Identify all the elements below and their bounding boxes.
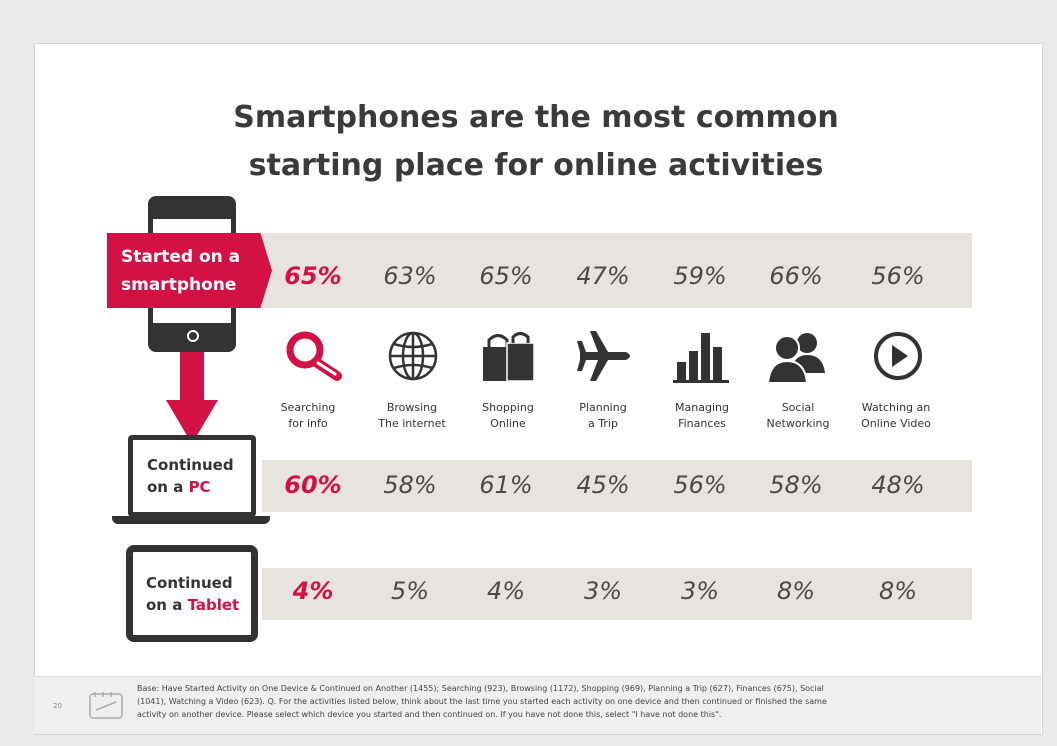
pc-pct-trip: 45% — [576, 471, 630, 499]
smartphone-label-line-2: smartphone — [121, 275, 237, 295]
footnote-line-2: (1041), Watching a Video (623). Q. For t… — [137, 697, 827, 706]
footnote: Base: Have Started Activity on One Devic… — [137, 682, 1027, 721]
tablet-row-band — [262, 568, 972, 620]
activity-label-line-2: a Trip — [588, 417, 618, 430]
notepad-icon — [89, 692, 123, 719]
title-line-2: starting place for online activities — [248, 148, 824, 183]
continued-on-pc-label: Continued on a PC — [147, 454, 234, 498]
smartphone-pct-trip: 47% — [576, 262, 630, 290]
smartphone-pct-video: 56% — [871, 262, 925, 290]
pc-pct-social: 58% — [769, 471, 823, 499]
people-icon — [767, 333, 825, 383]
activity-label-line-1: Searching — [280, 401, 336, 414]
laptop-icon — [128, 435, 256, 517]
tablet-pct-trip: 3% — [583, 577, 623, 605]
activity-label-line-1: Planning — [579, 401, 627, 414]
activity-label-line-1: Managing — [675, 401, 729, 414]
smartphone-pct-browsing: 63% — [383, 262, 437, 290]
footer-bar — [34, 676, 1041, 734]
pc-pct-finances: 56% — [673, 471, 727, 499]
title-line-1: Smartphones are the most common — [233, 100, 839, 135]
pc-label-accent: PC — [188, 478, 211, 496]
pc-pct-video: 48% — [871, 471, 925, 499]
slide-title: Smartphones are the most common starting… — [0, 94, 1057, 190]
continued-on-tablet-label: Continued on a Tablet — [146, 572, 239, 616]
smartphone-pct-searching: 65% — [284, 262, 342, 290]
pc-pct-shopping: 61% — [479, 471, 533, 499]
page-number: 20 — [53, 702, 62, 710]
activity-label-video: Watching an Online Video — [846, 400, 946, 432]
activity-label-line-2: for info — [288, 417, 328, 430]
activity-label-shopping: Shopping Online — [458, 400, 558, 432]
activity-label-social: Social Networking — [748, 400, 848, 432]
tablet-icon — [126, 545, 258, 642]
activity-label-line-1: Watching an — [861, 401, 931, 414]
activity-label-trip: Planning a Trip — [553, 400, 653, 432]
bar-chart-icon — [673, 333, 729, 383]
started-on-smartphone-label: Started on a smartphone — [107, 233, 272, 308]
tablet-pct-video: 8% — [878, 577, 918, 605]
pc-label-line-1: Continued — [147, 456, 234, 474]
smartphone-pct-finances: 59% — [673, 262, 727, 290]
tablet-pct-shopping: 4% — [486, 577, 526, 605]
tablet-label-prefix: on a — [146, 596, 188, 614]
pc-pct-browsing: 58% — [383, 471, 437, 499]
tablet-label-accent: Tablet — [187, 596, 240, 614]
activity-label-line-1: Shopping — [482, 401, 534, 414]
activity-label-browsing: Browsing The internet — [362, 400, 462, 432]
globe-icon — [388, 331, 438, 381]
footnote-line-1: Base: Have Started Activity on One Devic… — [137, 684, 824, 693]
activity-label-searching: Searching for info — [258, 400, 358, 432]
activity-label-line-1: Social — [781, 401, 815, 414]
airplane-icon — [577, 331, 630, 381]
activity-label-line-2: Finances — [678, 417, 726, 430]
tablet-label-line-1: Continued — [146, 574, 233, 592]
tablet-pct-finances: 3% — [680, 577, 720, 605]
smartphone-pct-shopping: 65% — [479, 262, 533, 290]
pc-label-prefix: on a — [147, 478, 189, 496]
play-button-icon — [874, 332, 922, 380]
smartphone-label-line-1: Started on a — [121, 247, 241, 267]
smartphone-row-band — [262, 233, 972, 308]
tablet-pct-searching: 4% — [292, 577, 334, 605]
shopping-bag-icon — [483, 332, 535, 382]
smartphone-pct-social: 66% — [769, 262, 823, 290]
activity-label-line-1: Browsing — [386, 401, 438, 414]
activity-label-line-2: Online — [490, 417, 526, 430]
tablet-pct-browsing: 5% — [390, 577, 430, 605]
footnote-line-3: activity on another device. Please selec… — [137, 710, 722, 719]
tablet-pct-social: 8% — [776, 577, 816, 605]
activity-label-finances: Managing Finances — [652, 400, 752, 432]
activity-label-line-2: Networking — [766, 417, 830, 430]
activity-label-line-2: The internet — [378, 417, 446, 430]
pc-row-band — [262, 460, 972, 512]
magnifier-icon — [286, 331, 342, 381]
down-arrow-icon — [166, 352, 218, 444]
activity-label-line-2: Online Video — [861, 417, 931, 430]
laptop-base — [112, 516, 270, 524]
pc-pct-searching: 60% — [284, 471, 342, 499]
